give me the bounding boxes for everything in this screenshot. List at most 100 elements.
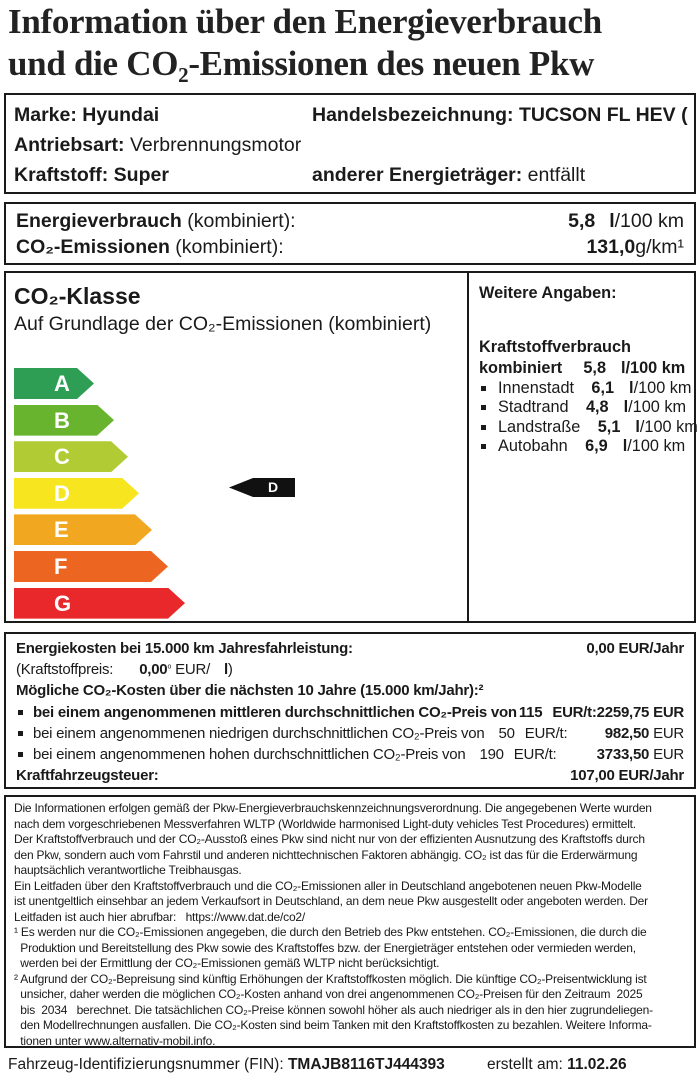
co2-kosten-mittel-text-wrap: bei einem angenommenen mittleren durchsc… [16, 702, 517, 723]
co2-kosten-mittel-values: 115 EUR/t:2259,75 EUR [519, 702, 684, 723]
fin-value: TMAJB8116TJ444393 [287, 1056, 445, 1073]
co2-emissionen-value: 131,0 [586, 236, 636, 258]
handelsbezeichnung-value: TUCSON FL HEV ( [518, 104, 688, 126]
legal-line-info-url: tionen unter www.alternativ-mobil.info. [14, 1033, 216, 1048]
co2-kosten-row-hoch: bei einem angenommenen hohen durchschnit… [16, 744, 684, 765]
kraftfahrzeugsteuer-value: 107,00 EUR/Jahr [570, 767, 684, 785]
landstrasse-label: Landstraße [498, 417, 581, 436]
energietraeger: anderer Energieträger: entfällt [312, 160, 585, 190]
erstellt-am-group: erstellt am: 11.02.26 [487, 1055, 627, 1075]
legal-line: Ein Leitfaden über den Kraftstoffverbrau… [14, 878, 642, 893]
class-letter-g: G [54, 590, 72, 616]
marke-label: Marke: [14, 104, 77, 126]
legal-line: werden bei der Ermittlung der CO₂-Emissi… [14, 956, 440, 970]
landstrasse-unit-bold: l [635, 417, 640, 436]
co2-class-arrow-d: D [14, 478, 139, 509]
co2-kosten-niedrig-text: bei einem angenommenen niedrigen durchsc… [33, 724, 485, 742]
co2-kosten-niedrig-text-wrap: bei einem angenommenen niedrigen durchsc… [16, 723, 568, 744]
stadtrand-unit: l/100 km [609, 398, 689, 418]
autobahn-unit: l/100 km [608, 437, 688, 457]
co2-kosten-niedrig-currency: EUR [649, 724, 684, 742]
energiekosten-label: Energiekosten bei 15.000 km Jahresfahrle… [16, 640, 353, 657]
stadtrand-unit-rest: /100 km [628, 398, 687, 416]
co2-kosten-row-mittel: bei einem angenommenen mittleren durchsc… [16, 702, 684, 723]
document-footer: Fahrzeug-Identifizierungsnummer (FIN): T… [8, 1055, 696, 1075]
kraftstoff-label: Kraftstoff: [14, 164, 109, 186]
landstrasse-unit-rest: /100 km [639, 417, 698, 436]
landstrasse-label-wrap: Landstraße [479, 418, 580, 438]
co2-class-subheading: Auf Grundlage der CO₂-Emissionen (kombin… [14, 313, 432, 335]
legal-footnote-2: ² Aufgrund der CO₂-Bepreisung sind künft… [14, 971, 647, 986]
landstrasse-value: 5,1 [597, 417, 621, 436]
innenstadt-label-wrap: Innenstadt [479, 379, 574, 399]
co2-kosten-niedrig-value: 982,50 [604, 724, 650, 742]
legal-footnote-1: ¹ Es werden nur die CO₂-Emissionen angeg… [14, 925, 647, 939]
kraftstoff-value: Super [113, 164, 169, 186]
verbrauch-row-autobahn: Autobahn 6,9 l/100 km [479, 437, 686, 457]
energieverbrauch-label: Energieverbrauch (kombiniert): [16, 208, 296, 234]
co2-class-arrow-g: G [14, 588, 185, 619]
stadtrand-value: 4,8 [585, 398, 609, 416]
kraftstoffpreis-value: 0,00 [139, 661, 168, 679]
stadtrand-label: Stadtrand [498, 398, 569, 416]
handelsbezeichnung-label: Handelsbezeichnung: [312, 104, 514, 126]
legal-line: nach dem vorgeschriebenen Messverfahren … [14, 816, 636, 831]
co2-class-scale: A B C D E F G D [14, 368, 459, 620]
co2-kosten-niedrig-values: 982,50 EUR [605, 723, 684, 744]
legal-line: hauptsächlich verantwortliche Treibhausg… [14, 863, 242, 877]
page-title-line2: und die CO₂-Emissionen des neuen Pkw [8, 44, 595, 83]
class-letter-d: D [54, 480, 70, 506]
energiekosten-row: Energiekosten bei 15.000 km Jahresfahrle… [16, 638, 684, 659]
legal-line-guide-url: Leitfaden ist auch hier abrufbar: https:… [14, 909, 306, 924]
kraftstoffpreis-liter: l [224, 661, 228, 679]
co2-class-box: CO₂-Klasse Auf Grundlage der CO₂-Emissio… [4, 271, 698, 623]
legal-line: Produktion und Bereitstellung des Pkw so… [14, 940, 636, 955]
co2-class-arrow-f: F [14, 551, 168, 582]
co2-emissionen-label: CO₂-Emissionen (kombiniert): [16, 234, 284, 260]
co2-preis-niedrig-unit: EUR/t: [524, 724, 568, 742]
autobahn-unit-bold: l [622, 437, 628, 455]
co2-kosten-hoch-value: 3733,50 [596, 745, 650, 763]
class-letter-a: A [54, 371, 70, 396]
energieverbrauch-unit-bold: l [609, 210, 615, 232]
energieverbrauch-label-bold: Energieverbrauch [16, 210, 182, 232]
verbrauch-row-stadtrand: Stadtrand 4,8 l/100 km [479, 398, 686, 418]
class-letter-b: B [54, 407, 70, 433]
antriebsart-label: Antriebsart: [14, 134, 125, 156]
antriebsart-value: Verbrennungsmotor [129, 134, 302, 156]
co2-kosten-row-niedrig: bei einem angenommenen niedrigen durchsc… [16, 723, 684, 744]
stadtrand-unit-bold: l [623, 398, 629, 416]
co2-kosten-hoch-values: 3733,50 EUR [596, 744, 685, 765]
assigned-class-marker: D [229, 478, 295, 497]
co2-kosten-mittel-currency: EUR [649, 703, 684, 721]
kraftstoffpreis-per: EUR/ [175, 661, 210, 679]
kraftstoffpreis-superscript: ⁰ [167, 664, 172, 676]
co2-kosten-mittel-text: bei einem angenommenen mittleren durchsc… [33, 703, 517, 721]
kombiniert-unit: l/100 km [606, 359, 686, 379]
co2-class-panel: CO₂-Klasse Auf Grundlage der CO₂-Emissio… [6, 273, 467, 621]
kraftstoffpreis-close: ) [227, 661, 233, 679]
co2-class-heading: CO₂-Klasse [14, 283, 141, 309]
bullet-icon [18, 709, 23, 715]
assigned-class-letter: D [267, 479, 279, 495]
fin-label: Fahrzeug-Identifizierungsnummer (FIN): [8, 1056, 288, 1073]
co2-kosten-hoch-text-wrap: bei einem angenommenen hohen durchschnit… [16, 744, 557, 765]
co2-emissionen-label-rest: (kombiniert): [169, 236, 284, 258]
kraftfahrzeugsteuer-label: Kraftfahrzeugsteuer: [16, 767, 159, 785]
bullet-icon [481, 405, 486, 411]
energieverbrauch-label-rest: (kombiniert): [181, 210, 296, 232]
weitere-angaben-panel: Weitere Angaben: Kraftstoffverbrauch kom… [467, 273, 698, 621]
co2-preis-mittel-unit: EUR/t: [552, 703, 597, 721]
autobahn-value: 6,9 [585, 437, 608, 455]
kraftstoffpreis-prefix: (Kraftstoffpreis: [16, 661, 114, 679]
consumption-box: Energieverbrauch (kombiniert): 5,8 l/100 … [4, 202, 696, 265]
kombiniert-unit-rest: /100 km [625, 359, 686, 377]
co2-preis-hoch: 190 [479, 745, 505, 763]
weitere-angaben-heading: Weitere Angaben: [479, 284, 617, 302]
co2-class-arrow-c: C [14, 441, 128, 472]
kraftfahrzeugsteuer-row: Kraftfahrzeugsteuer: 107,00 EUR/Jahr [16, 765, 684, 786]
co2-emissionen-row: CO₂-Emissionen (kombiniert): 131,0g/km¹ [16, 234, 684, 260]
handelsbezeichnung: Handelsbezeichnung: TUCSON FL HEV ( [312, 100, 688, 130]
energieverbrauch-unit: /100 km [614, 210, 684, 232]
kraftstoffpreis-row: (Kraftstoffpreis: 0,00 ⁰ EUR/ l ) [16, 659, 684, 680]
